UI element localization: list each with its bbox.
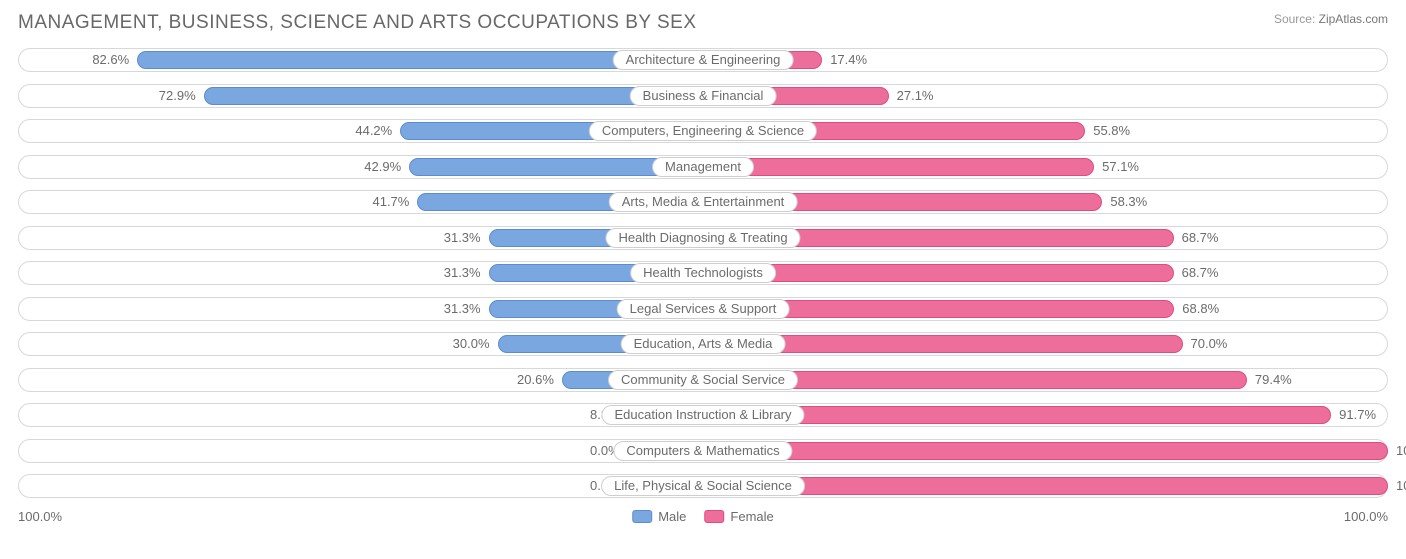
chart-header: MANAGEMENT, BUSINESS, SCIENCE AND ARTS O… (18, 12, 1388, 34)
pct-label-female: 68.7% (1182, 265, 1219, 280)
diverging-bar-chart: 82.6% 17.4% Architecture & Engineering 72.9… (18, 44, 1388, 503)
chart-row: 8.3%91.7%Education Instruction & Library (18, 399, 1388, 432)
source-label: Source: (1274, 12, 1315, 26)
pct-label-male: 31.3% (444, 301, 481, 316)
category-label: Legal Services & Support (617, 299, 790, 319)
pct-label-female: 79.4% (1255, 372, 1292, 387)
legend-swatch-male (632, 510, 652, 523)
pct-label-female: 68.8% (1182, 301, 1219, 316)
pct-label-female: 57.1% (1102, 159, 1139, 174)
chart-footer: 100.0% Male Female 100.0% (18, 509, 1388, 539)
bar-female (703, 477, 1388, 495)
chart-row: 0.0%100.0%Life, Physical & Social Scienc… (18, 470, 1388, 503)
chart-row: 30.0% 70.0% Education, Arts & Media (18, 328, 1388, 361)
chart-row: 44.2% 55.8% Computers, Engineering & Scien… (18, 115, 1388, 148)
legend-swatch-female (704, 510, 724, 523)
chart-row: 20.6% 79.4% Community & Social Service (18, 364, 1388, 397)
pct-label-female: 17.4% (830, 52, 867, 67)
pct-label-male: 82.6% (92, 52, 129, 67)
chart-row: 72.9% 27.1% Business & Financial (18, 80, 1388, 113)
category-label: Health Technologists (630, 263, 776, 283)
pct-label-male: 30.0% (453, 336, 490, 351)
source-attribution: Source: ZipAtlas.com (1274, 12, 1388, 28)
legend-item-female: Female (704, 509, 773, 524)
chart-row: 0.0%100.0%Computers & Mathematics (18, 435, 1388, 468)
pct-label-female: 55.8% (1093, 123, 1130, 138)
category-label: Architecture & Engineering (613, 50, 794, 70)
category-label: Computers, Engineering & Science (589, 121, 817, 141)
legend: Male Female (632, 509, 774, 524)
chart-row: 82.6% 17.4% Architecture & Engineering (18, 44, 1388, 77)
category-label: Health Diagnosing & Treating (605, 228, 800, 248)
category-label: Business & Financial (630, 86, 777, 106)
pct-label-male: 41.7% (372, 194, 409, 209)
category-label: Education, Arts & Media (621, 334, 786, 354)
axis-label-left: 100.0% (18, 509, 62, 524)
source-site: ZipAtlas.com (1319, 12, 1388, 26)
category-label: Management (652, 157, 754, 177)
legend-label-male: Male (658, 509, 686, 524)
pct-label-female: 100.0% (1396, 478, 1406, 493)
pct-label-male: 20.6% (517, 372, 554, 387)
axis-label-right: 100.0% (1344, 509, 1388, 524)
chart-row: 42.9% 57.1% Management (18, 151, 1388, 184)
pct-label-male: 44.2% (355, 123, 392, 138)
chart-row: 31.3% 68.7% Health Technologists (18, 257, 1388, 290)
chart-row: 31.3% 68.7% Health Diagnosing & Treating (18, 222, 1388, 255)
bar-female (703, 442, 1388, 460)
legend-label-female: Female (730, 509, 773, 524)
pct-label-male: 31.3% (444, 230, 481, 245)
category-label: Life, Physical & Social Science (601, 476, 805, 496)
category-label: Arts, Media & Entertainment (609, 192, 798, 212)
pct-label-female: 27.1% (897, 88, 934, 103)
pct-label-female: 68.7% (1182, 230, 1219, 245)
chart-title: MANAGEMENT, BUSINESS, SCIENCE AND ARTS O… (18, 12, 697, 34)
chart-row: 31.3% 68.8% Legal Services & Support (18, 293, 1388, 326)
pct-label-female: 70.0% (1191, 336, 1228, 351)
legend-item-male: Male (632, 509, 686, 524)
category-label: Computers & Mathematics (613, 441, 792, 461)
chart-row: 41.7% 58.3% Arts, Media & Entertainment (18, 186, 1388, 219)
bar-female (703, 158, 1094, 176)
pct-label-male: 31.3% (444, 265, 481, 280)
bar-male (204, 87, 703, 105)
pct-label-female: 58.3% (1110, 194, 1147, 209)
category-label: Education Instruction & Library (601, 405, 804, 425)
pct-label-female: 91.7% (1339, 407, 1376, 422)
pct-label-male: 42.9% (364, 159, 401, 174)
pct-label-female: 100.0% (1396, 443, 1406, 458)
pct-label-male: 72.9% (159, 88, 196, 103)
category-label: Community & Social Service (608, 370, 798, 390)
